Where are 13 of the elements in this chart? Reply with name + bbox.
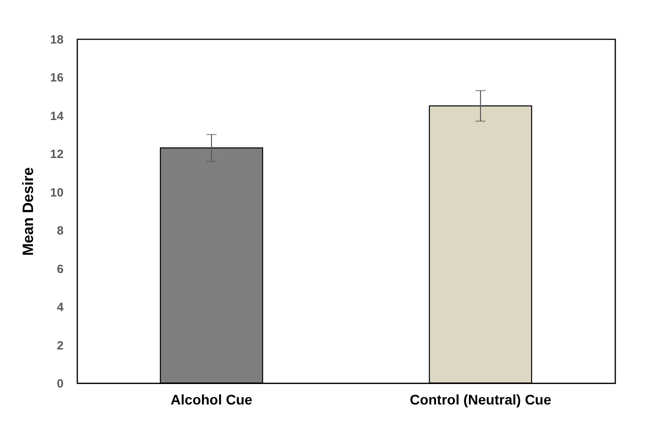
y-tick-label: 4 bbox=[56, 300, 64, 314]
y-axis-title: Mean Desire bbox=[20, 167, 38, 256]
y-tick-label: 0 bbox=[56, 376, 64, 390]
x-tick-label: Control (Neutral) Cue bbox=[410, 392, 552, 408]
x-tick-label: Alcohol Cue bbox=[170, 392, 253, 408]
y-tick-label: 8 bbox=[56, 224, 64, 238]
y-tick-label: 14 bbox=[50, 108, 64, 123]
y-tick-label: 2 bbox=[56, 338, 64, 352]
y-tick-label: 10 bbox=[50, 185, 64, 200]
y-tick-label: 16 bbox=[50, 70, 64, 85]
y-tick-label: 6 bbox=[56, 262, 64, 276]
y-tick-label: 12 bbox=[50, 147, 64, 162]
y-tick-label: 18 bbox=[50, 32, 64, 46]
